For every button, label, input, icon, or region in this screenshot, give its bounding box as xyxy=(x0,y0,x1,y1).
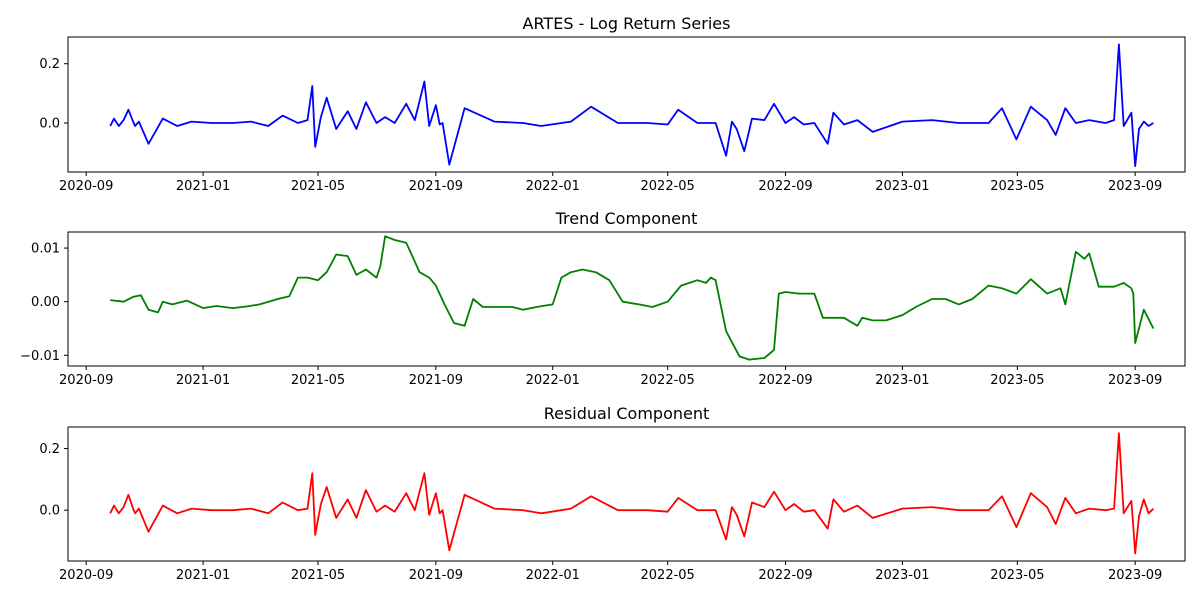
series-line xyxy=(109,432,1155,555)
x-tick-label: 2022-01 xyxy=(526,568,580,583)
x-tick-label: 2022-01 xyxy=(526,179,580,194)
x-tick-label: 2022-05 xyxy=(641,179,695,194)
x-tick-label: 2021-01 xyxy=(176,373,230,388)
subplot-1: ARTES - Log Return Series 2020-09 2021-01 2… xyxy=(39,14,1186,194)
series-line xyxy=(109,43,1154,168)
series-line xyxy=(110,235,1155,361)
y-tick-label: 0.2 xyxy=(39,442,60,457)
axes-frame xyxy=(67,426,1186,562)
axes-frame xyxy=(67,231,1186,367)
x-tick-label: 2022-09 xyxy=(758,373,812,388)
x-tick-label: 2022-01 xyxy=(526,373,580,388)
subplot-2: Trend Component 2020-09 2021-01 2021-05 2021… xyxy=(20,209,1186,388)
x-tick-label: 2021-01 xyxy=(176,179,230,194)
x-tick-label: 2021-09 xyxy=(409,568,463,583)
x-tick-label: 2023-01 xyxy=(875,179,929,194)
x-tick-label: 2023-09 xyxy=(1108,568,1162,583)
x-tick-label: 2021-05 xyxy=(291,568,345,583)
y-tick-label: 0.00 xyxy=(31,295,60,310)
x-tick-label: 2020-09 xyxy=(59,568,113,583)
x-tick-label: 2021-09 xyxy=(409,373,463,388)
subplot-title: Residual Component xyxy=(544,404,710,423)
x-tick-label: 2020-09 xyxy=(59,373,113,388)
subplot-title: Trend Component xyxy=(555,209,698,228)
x-tick-label: 2021-01 xyxy=(176,568,230,583)
x-tick-label: 2023-09 xyxy=(1108,179,1162,194)
x-tick-label: 2022-05 xyxy=(641,568,695,583)
x-tick-label: 2023-05 xyxy=(990,568,1044,583)
y-tick-label: 0.2 xyxy=(39,57,60,72)
y-tick-label: 0.0 xyxy=(39,117,60,132)
x-tick-label: 2021-05 xyxy=(291,373,345,388)
x-tick-label: 2023-01 xyxy=(875,373,929,388)
subplot-title: ARTES - Log Return Series xyxy=(523,14,731,33)
x-tick-label: 2021-09 xyxy=(409,179,463,194)
y-tick-label: −0.01 xyxy=(20,349,60,364)
x-tick-label: 2021-05 xyxy=(291,179,345,194)
x-tick-label: 2020-09 xyxy=(59,179,113,194)
x-tick-label: 2022-05 xyxy=(641,373,695,388)
y-tick-label: 0.0 xyxy=(39,504,60,519)
x-tick-label: 2023-05 xyxy=(990,179,1044,194)
x-tick-label: 2022-09 xyxy=(758,568,812,583)
x-tick-label: 2023-05 xyxy=(990,373,1044,388)
subplot-3: Residual Component 2020-09 2021-01 2021-05 2… xyxy=(39,404,1186,583)
y-tick-label: 0.01 xyxy=(31,242,60,257)
axes-frame xyxy=(67,36,1186,173)
x-tick-label: 2022-09 xyxy=(758,179,812,194)
x-tick-label: 2023-09 xyxy=(1108,373,1162,388)
x-tick-label: 2023-01 xyxy=(875,568,929,583)
